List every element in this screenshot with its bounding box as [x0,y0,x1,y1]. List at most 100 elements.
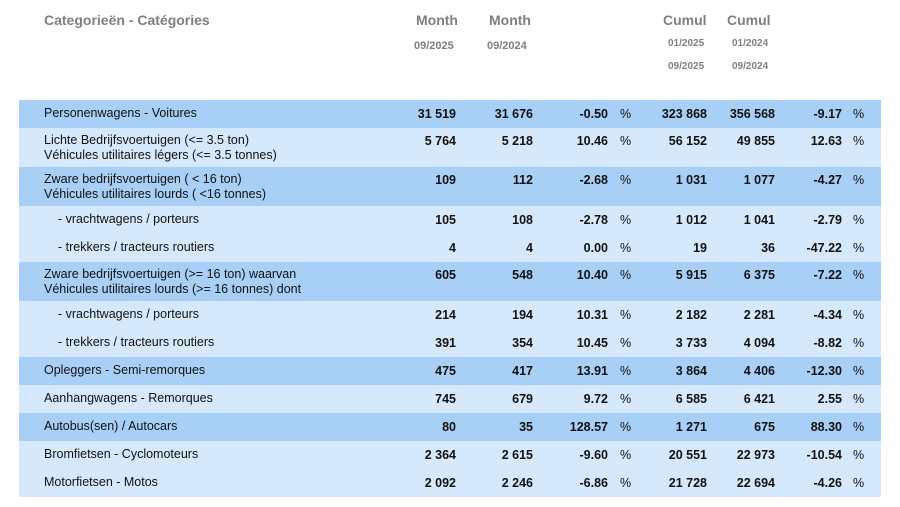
percent-sign: % [853,173,865,187]
cell-value: -0.50 [579,107,609,121]
percent-sign: % [853,420,865,434]
cell-value: 4 [449,241,456,255]
cell-value: 6 375 [743,268,775,282]
row-label: Zware bedrijfsvoertuigen (>= 16 ton) waa… [44,267,297,281]
cell-value: 5 764 [424,134,456,148]
cell-value: 679 [512,392,533,406]
col-header: Cumul [663,12,707,28]
cell-value: 214 [435,308,456,322]
row-label: Zware bedrijfsvoertuigen ( < 16 ton) [44,172,242,186]
row-label: - vrachtwagens / porteurs [58,307,200,321]
percent-sign: % [620,107,632,121]
cell-value: -2.68 [579,173,609,187]
percent-sign: % [620,476,632,490]
cell-value: 391 [435,336,456,350]
cell-value: 105 [435,213,456,227]
cell-value: 2.55 [817,392,842,406]
percent-sign: % [620,364,632,378]
percent-sign: % [853,364,865,378]
percent-sign: % [620,392,632,406]
table-row: Zware bedrijfsvoertuigen (>= 16 ton) waa… [19,262,881,301]
col-period: 09/2024 [487,40,527,52]
table-row: - vrachtwagens / porteurs 105 108 -2.78 1 01… [19,206,881,234]
table-row: Lichte Bedrijfsvoertuigen (<= 3.5 ton) Vé… [19,128,881,167]
percent-sign: % [620,173,632,187]
row-label: Aanhangwagens - Remorques [44,391,213,405]
percent-sign: % [620,448,632,462]
percent-sign: % [853,241,865,255]
cell-value: 356 568 [729,107,775,121]
percent-sign: % [620,134,632,148]
table-row: - trekkers / tracteurs routiers 391 354 10.… [19,329,881,357]
cell-value: 3 864 [675,364,707,378]
cell-value: 13.91 [576,364,608,378]
col-header: Month [489,12,531,28]
title: Categorieën - Catégories [44,12,210,28]
cell-value: 1 271 [675,420,707,434]
cell-value: 128.57 [569,420,608,434]
cell-value: 5 915 [675,268,707,282]
col-period: 09/2024 [732,61,769,72]
cell-value: -2.78 [579,213,609,227]
cell-value: 19 [693,241,707,255]
percent-sign: % [853,268,865,282]
cell-value: -8.82 [813,336,843,350]
cell-value: 31 519 [417,107,456,121]
row-label: Véhicules utilitaires lourds ( <16 tonne… [44,187,266,201]
cell-value: 35 [519,420,533,434]
cell-value: 2 182 [675,308,707,322]
col-period: 09/2025 [668,61,705,72]
col-period: 01/2025 [668,38,705,49]
table-row: Bromfietsen - Cyclomoteurs 2 364 2 615 -9.6… [19,441,881,469]
cell-value: 323 868 [661,107,707,121]
percent-sign: % [853,213,865,227]
col-period: 01/2024 [732,38,769,49]
table-row: Zware bedrijfsvoertuigen ( < 16 ton) Véhi… [19,167,881,206]
col-header: Month [416,12,458,28]
cell-value: 4 [526,241,533,255]
cell-value: 1 031 [675,173,707,187]
cell-value: 4 094 [743,336,775,350]
cell-value: 20 551 [668,448,707,462]
row-label: Personenwagens - Voitures [44,106,197,120]
col-header: Cumul [727,12,771,28]
cell-value: 49 855 [736,134,775,148]
cell-value: 1 077 [743,173,775,187]
cell-value: -2.79 [813,213,843,227]
cell-value: 22 973 [736,448,775,462]
percent-sign: % [620,241,632,255]
cell-value: 1 012 [675,213,707,227]
cell-value: 2 246 [501,476,533,490]
cell-value: 2 281 [743,308,775,322]
cell-value: 548 [512,268,533,282]
cell-value: -12.30 [806,364,842,378]
cell-value: 36 [761,241,775,255]
percent-sign: % [853,476,865,490]
cell-value: 10.46 [576,134,608,148]
table-row: - vrachtwagens / porteurs 214 194 10.31 2 18… [19,301,881,329]
row-label: Véhicules utilitaires légers (<= 3.5 ton… [44,148,277,162]
row-label: Bromfietsen - Cyclomoteurs [44,447,199,461]
cell-value: 3 733 [675,336,707,350]
cell-value: 2 364 [424,448,456,462]
cell-value: 1 041 [743,213,775,227]
cell-value: -47.22 [806,241,842,255]
cell-value: -10.54 [806,448,842,462]
table-row: Opleggers - Semi-remorques 475 417 13.91 3 8… [19,357,881,385]
cell-value: 0.00 [583,241,608,255]
percent-sign: % [620,336,632,350]
cell-value: 5 218 [501,134,533,148]
percent-sign: % [620,213,632,227]
percent-sign: % [853,134,865,148]
cell-value: -9.17 [813,107,843,121]
cell-value: 354 [512,336,533,350]
table-row: Autobus(sen) / Autocars 80 35 128.57 1 271 67… [19,413,881,441]
row-label: - trekkers / tracteurs routiers [58,240,215,254]
row-label: Opleggers - Semi-remorques [44,363,206,377]
cell-value: 12.63 [810,134,842,148]
cell-value: 10.45 [576,336,608,350]
cell-value: 6 421 [743,392,775,406]
row-label: - vrachtwagens / porteurs [58,212,200,226]
percent-sign: % [620,268,632,282]
